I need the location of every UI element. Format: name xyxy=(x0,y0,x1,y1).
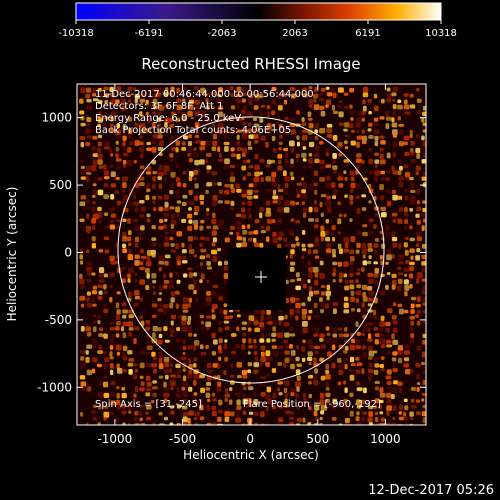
info-detectors: Detectors: 3F 6F 8F, Att 1 xyxy=(95,101,223,112)
info-method-counts: Back Projection Total counts: 4.06E+05 xyxy=(95,125,291,136)
y-tick-label: 0 xyxy=(64,245,72,259)
plot-title: Reconstructed RHESSI Image xyxy=(141,55,360,73)
flare-position-label: Flare Position = [-960,-192] xyxy=(243,399,381,410)
y-tick-label: 500 xyxy=(49,178,72,192)
plot-frame xyxy=(76,83,427,426)
info-energy-range: Energy Range: 6.0 - 25.0 keV xyxy=(95,113,241,124)
colorbar-tick-label: -2063 xyxy=(207,28,236,39)
x-tick-labels: -1000 -500 0 500 1000 xyxy=(97,432,400,446)
x-tick-label: -500 xyxy=(169,432,196,446)
axis-ticks xyxy=(77,84,426,425)
colorbar-tick-label: -6191 xyxy=(134,28,163,39)
colorbar-ticks: -10318 -6191 -2063 2063 6191 10318 xyxy=(58,20,457,39)
y-tick-labels: 1000 500 0 -500 -1000 xyxy=(37,111,72,395)
y-tick-label: -500 xyxy=(45,313,72,327)
center-cross-marker xyxy=(255,271,267,283)
dark-core-region xyxy=(228,248,286,310)
y-axis-label: Heliocentric Y (arcsec) xyxy=(5,187,19,322)
footer-timestamp: 12-Dec-2017 05:26 xyxy=(368,483,494,498)
colorbar-tick-label: -10318 xyxy=(58,28,93,39)
x-tick-label: -1000 xyxy=(97,432,132,446)
colorbar-tick-label: 2063 xyxy=(282,28,307,39)
x-tick-label: 500 xyxy=(306,432,329,446)
y-tick-label: -1000 xyxy=(37,380,72,394)
spin-axis-label: Spin Axis = [31,-245] xyxy=(95,399,202,410)
info-block: 11-Dec-2017 00:46:44.000 to 00:56:44.000… xyxy=(95,89,314,136)
colorbar xyxy=(75,2,442,21)
solar-limb xyxy=(117,116,385,384)
colorbar-tick-label: 6191 xyxy=(355,28,380,39)
colorbar-tick-label: 10318 xyxy=(425,28,457,39)
x-tick-label: 1000 xyxy=(370,432,401,446)
info-time-range: 11-Dec-2017 00:46:44.000 to 00:56:44.000 xyxy=(95,89,314,100)
x-axis-label: Heliocentric X (arcsec) xyxy=(183,448,319,462)
x-tick-label: 0 xyxy=(246,432,254,446)
y-tick-label: 1000 xyxy=(41,111,72,125)
